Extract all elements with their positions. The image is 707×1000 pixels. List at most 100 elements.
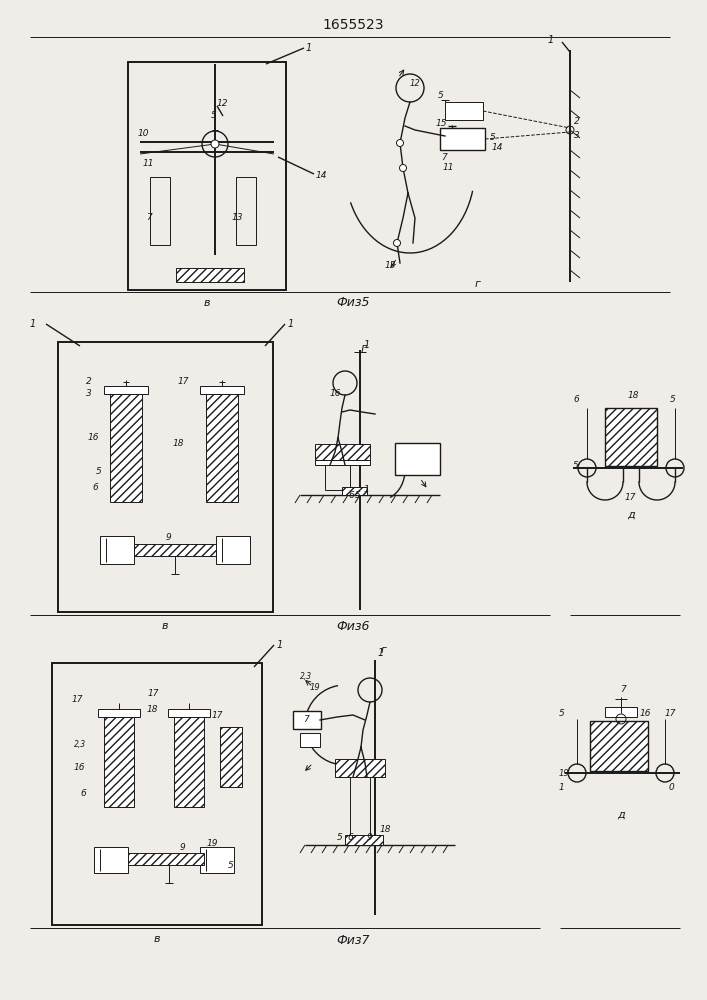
- Text: д: д: [617, 810, 625, 820]
- Text: 5: 5: [96, 468, 102, 477]
- Bar: [216, 536, 250, 564]
- Text: 7: 7: [620, 686, 626, 694]
- Text: 10: 10: [138, 129, 149, 138]
- Bar: [315, 444, 370, 460]
- Text: 16: 16: [640, 708, 651, 718]
- Text: г: г: [475, 279, 481, 289]
- Bar: [236, 177, 256, 245]
- Text: 17: 17: [665, 708, 677, 718]
- Text: 2,3: 2,3: [300, 672, 312, 682]
- Circle shape: [399, 164, 407, 172]
- Text: 0: 0: [669, 782, 674, 792]
- Text: 6: 6: [573, 395, 579, 404]
- Text: 5: 5: [670, 395, 676, 404]
- Bar: [220, 727, 242, 787]
- Text: 1: 1: [364, 340, 370, 350]
- Text: 1: 1: [378, 648, 384, 658]
- Text: 9: 9: [166, 532, 172, 542]
- Text: 17: 17: [72, 696, 83, 704]
- Text: 3: 3: [86, 389, 92, 398]
- Bar: [94, 847, 128, 873]
- Text: 16: 16: [88, 432, 100, 442]
- Bar: [605, 707, 637, 717]
- Text: 6: 6: [80, 788, 86, 798]
- Text: 18: 18: [380, 826, 392, 834]
- Bar: [110, 394, 142, 502]
- Bar: [128, 853, 204, 865]
- Bar: [315, 460, 370, 465]
- Text: 12: 12: [410, 80, 421, 89]
- Circle shape: [397, 139, 404, 146]
- Text: 6: 6: [92, 483, 98, 491]
- Text: 17: 17: [178, 377, 189, 386]
- Text: 11: 11: [143, 159, 155, 168]
- Text: в: в: [162, 621, 168, 631]
- Text: в: в: [153, 934, 160, 944]
- Text: 5: 5: [228, 860, 234, 869]
- Text: 2: 2: [86, 377, 92, 386]
- Text: 2,3: 2,3: [74, 740, 86, 750]
- Bar: [104, 386, 148, 394]
- Text: Физ6: Физ6: [337, 619, 370, 633]
- Text: 5: 5: [573, 462, 579, 471]
- Text: 1: 1: [548, 35, 554, 45]
- Text: д: д: [627, 510, 635, 520]
- Text: 1: 1: [277, 640, 284, 650]
- Text: 13: 13: [232, 214, 243, 223]
- Text: 9: 9: [367, 832, 373, 842]
- Text: 1: 1: [306, 43, 312, 53]
- Bar: [128, 62, 286, 290]
- Bar: [342, 487, 367, 495]
- Text: 1: 1: [559, 782, 565, 792]
- Bar: [200, 386, 244, 394]
- Text: 5: 5: [490, 132, 496, 141]
- Text: 16: 16: [74, 762, 86, 772]
- Text: 17: 17: [625, 493, 636, 502]
- Bar: [395, 443, 440, 475]
- Text: 6: 6: [347, 832, 353, 842]
- Bar: [605, 408, 657, 466]
- Text: в: в: [204, 298, 210, 308]
- Text: 14: 14: [316, 172, 327, 180]
- Bar: [206, 394, 238, 502]
- Text: 19: 19: [559, 768, 570, 778]
- Text: 18: 18: [147, 706, 158, 714]
- Bar: [335, 759, 385, 777]
- Text: 16: 16: [330, 388, 341, 397]
- Text: 14: 14: [492, 142, 503, 151]
- Text: 12: 12: [217, 100, 228, 108]
- Text: 6: 6: [348, 490, 354, 499]
- Text: 5: 5: [337, 832, 343, 842]
- Text: 17: 17: [148, 688, 160, 698]
- Text: 5: 5: [355, 490, 361, 499]
- Text: Физ5: Физ5: [337, 296, 370, 310]
- Text: Физ7: Физ7: [337, 934, 370, 946]
- Bar: [134, 544, 216, 556]
- Circle shape: [211, 140, 219, 148]
- Text: 7: 7: [441, 152, 447, 161]
- Text: 5: 5: [211, 111, 217, 120]
- Text: 5: 5: [438, 91, 444, 100]
- Text: Г: Г: [361, 345, 367, 355]
- Bar: [104, 717, 134, 807]
- Text: 15: 15: [436, 118, 448, 127]
- Text: 1: 1: [364, 486, 370, 494]
- Text: 11: 11: [443, 163, 455, 172]
- Bar: [345, 835, 383, 845]
- Text: 13: 13: [385, 260, 397, 269]
- Text: 18: 18: [628, 391, 640, 400]
- Text: 18: 18: [173, 440, 185, 448]
- Text: 7: 7: [146, 214, 152, 223]
- Bar: [52, 663, 262, 925]
- Bar: [445, 102, 483, 120]
- Bar: [293, 711, 321, 729]
- Bar: [176, 268, 244, 282]
- Text: 5: 5: [559, 708, 565, 718]
- Text: 1655523: 1655523: [322, 18, 384, 32]
- Bar: [98, 709, 140, 717]
- Bar: [58, 342, 273, 612]
- Bar: [174, 717, 204, 807]
- Bar: [100, 536, 134, 564]
- Text: г: г: [381, 645, 387, 655]
- Text: 9: 9: [180, 842, 186, 852]
